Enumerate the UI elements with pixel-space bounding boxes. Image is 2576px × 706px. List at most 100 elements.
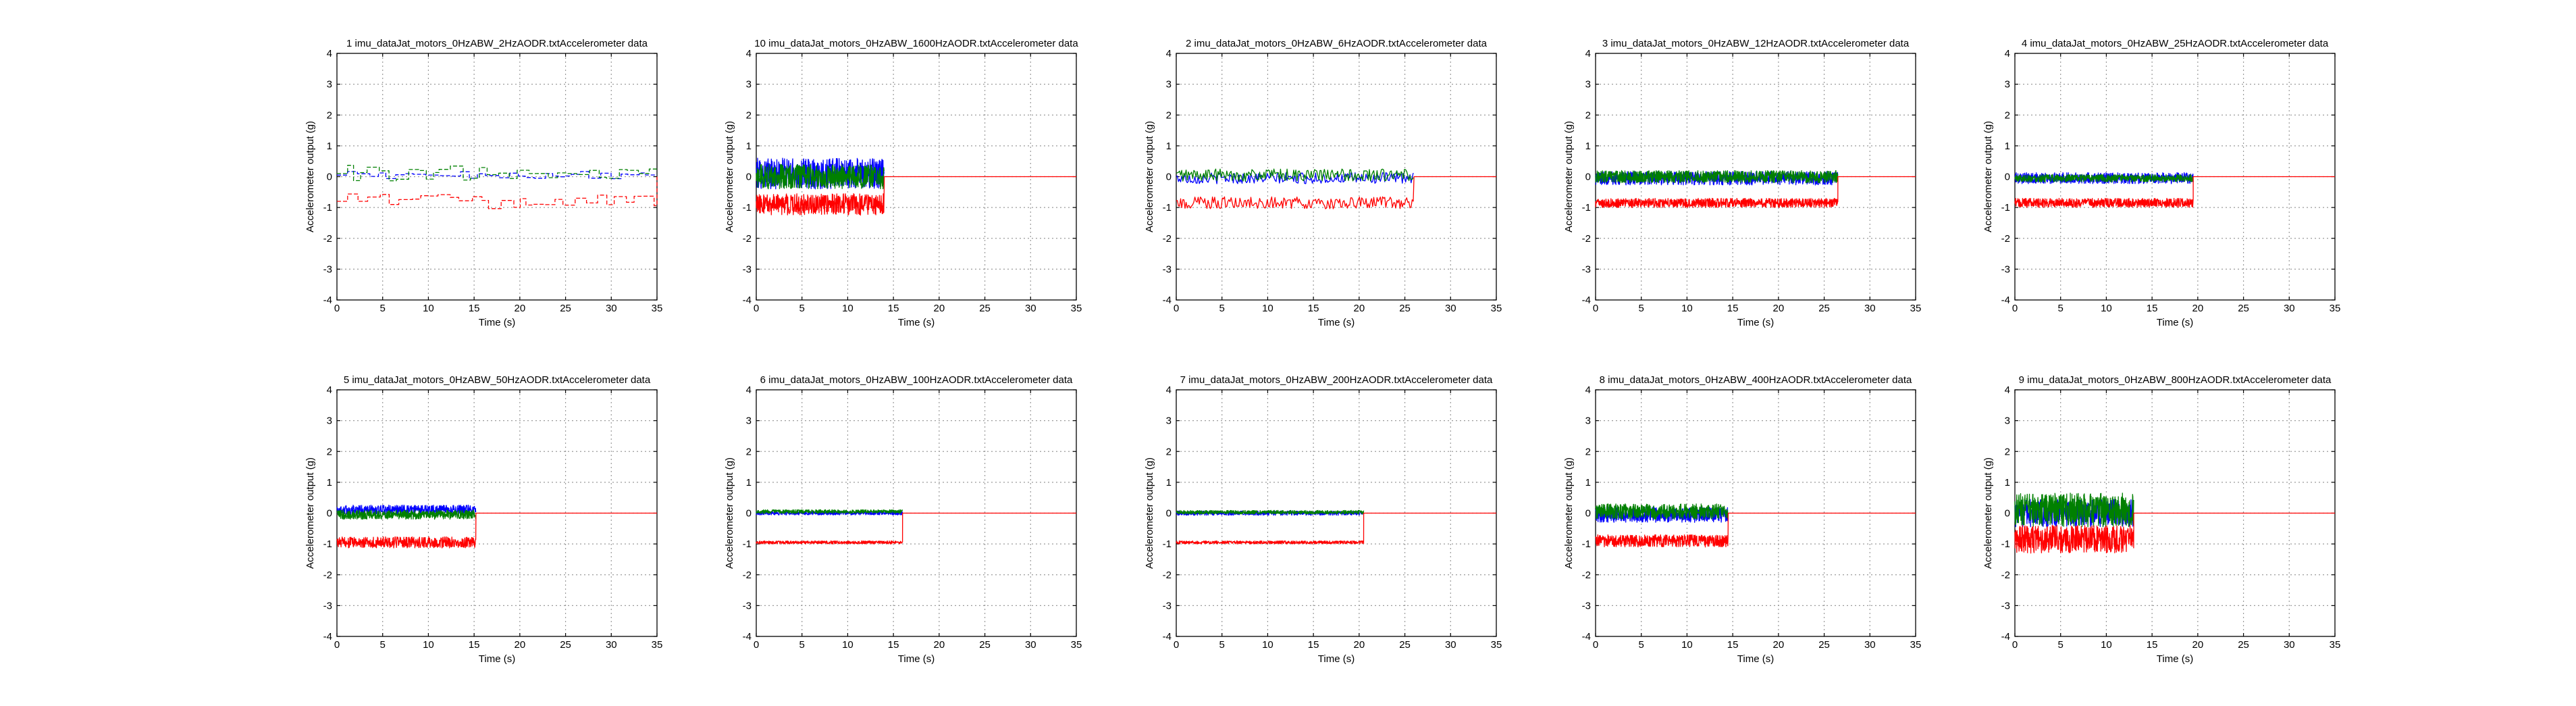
x-tick-label: 25	[1818, 303, 1830, 314]
subplot-title: 7 imu_dataJat_motors_0HzABW_200HzAODR.tx…	[1180, 374, 1493, 386]
y-tick-label: -4	[2001, 295, 2010, 306]
y-axis-label: Accelerometer output (g)	[305, 121, 316, 232]
x-tick-label: 5	[380, 303, 386, 314]
y-tick-label: 2	[2005, 109, 2010, 121]
y-axis-label: Accelerometer output (g)	[1144, 121, 1155, 232]
x-tick-label: 10	[1681, 303, 1693, 314]
y-tick-label: 1	[2005, 477, 2010, 488]
x-tick-label: 25	[1399, 303, 1411, 314]
x-tick-label: 15	[888, 303, 899, 314]
x-tick-label: 0	[1174, 303, 1179, 314]
x-tick-label: 20	[934, 303, 945, 314]
y-tick-label: -3	[743, 263, 752, 275]
x-tick-label: 10	[1681, 639, 1693, 651]
subplot-title: 10 imu_dataJat_motors_0HzABW_1600HzAODR.…	[754, 38, 1078, 49]
y-tick-label: 4	[1166, 48, 1172, 59]
x-tick-label: 35	[1910, 303, 1922, 314]
x-tick-label: 10	[1262, 639, 1273, 651]
x-tick-label: 5	[2058, 303, 2064, 314]
series-trace-2	[1595, 503, 1729, 520]
x-axis-label: Time (s)	[1737, 317, 1774, 328]
y-axis-label: Accelerometer output (g)	[1563, 457, 1575, 569]
x-tick-label: 20	[1773, 639, 1785, 651]
y-tick-label: 1	[2005, 141, 2010, 152]
x-axis-label: Time (s)	[1318, 653, 1355, 665]
series-trace-3	[2014, 512, 2335, 554]
subplot-title: 6 imu_dataJat_motors_0HzABW_100HzAODR.tx…	[760, 374, 1073, 386]
y-tick-label: 3	[1585, 415, 1591, 427]
x-tick-label: 0	[334, 639, 340, 651]
y-tick-label: -3	[1163, 263, 1172, 275]
x-tick-label: 20	[515, 303, 526, 314]
y-tick-label: -4	[743, 631, 752, 642]
series-trace-1	[336, 505, 477, 515]
x-tick-label: 20	[2192, 639, 2204, 651]
x-tick-label: 35	[652, 303, 663, 314]
y-tick-label: -2	[1163, 570, 1172, 581]
x-tick-label: 5	[380, 639, 386, 651]
y-tick-label: 1	[1585, 477, 1591, 488]
y-tick-label: 0	[746, 172, 752, 183]
y-tick-label: 0	[327, 172, 332, 183]
subplot-7: 6 imu_dataJat_motors_0HzABW_100HzAODR.tx…	[724, 374, 1082, 665]
y-tick-label: 4	[746, 384, 752, 396]
y-tick-label: -4	[743, 295, 752, 306]
x-tick-label: 30	[606, 303, 617, 314]
y-axis-label: Accelerometer output (g)	[1982, 457, 1994, 569]
x-tick-label: 35	[2330, 639, 2341, 651]
series-trace-2	[2014, 493, 2134, 528]
series-trace-2	[2014, 174, 2194, 182]
y-tick-label: -4	[323, 631, 332, 642]
x-tick-label: 0	[1174, 639, 1179, 651]
x-tick-label: 5	[1639, 639, 1644, 651]
y-axis-label: Accelerometer output (g)	[1982, 121, 1994, 232]
x-tick-label: 0	[334, 303, 340, 314]
x-tick-label: 25	[1399, 639, 1411, 651]
x-tick-label: 0	[754, 639, 759, 651]
x-tick-label: 35	[652, 639, 663, 651]
y-tick-label: 4	[327, 48, 332, 59]
y-tick-label: 1	[327, 477, 332, 488]
subplot-8: 7 imu_dataJat_motors_0HzABW_200HzAODR.tx…	[1144, 374, 1502, 665]
x-axis-label: Time (s)	[2157, 317, 2193, 328]
y-axis-label: Accelerometer output (g)	[724, 457, 735, 569]
series-trace-2	[337, 165, 657, 182]
y-tick-label: -1	[1582, 538, 1591, 550]
y-tick-label: 3	[2005, 415, 2010, 427]
x-tick-label: 20	[1354, 303, 1365, 314]
y-axis-label: Accelerometer output (g)	[1563, 121, 1575, 232]
subplot-title: 2 imu_dataJat_motors_0HzABW_6HzAODR.txtA…	[1186, 38, 1488, 49]
y-tick-label: 4	[1585, 48, 1591, 59]
y-axis-label: Accelerometer output (g)	[724, 121, 735, 232]
x-tick-label: 10	[842, 639, 853, 651]
x-tick-label: 30	[2284, 303, 2295, 314]
x-tick-label: 5	[2058, 639, 2064, 651]
y-axis-label: Accelerometer output (g)	[305, 457, 316, 569]
y-tick-label: -3	[743, 600, 752, 611]
x-tick-label: 20	[515, 639, 526, 651]
x-tick-label: 35	[1071, 639, 1082, 651]
y-tick-label: 0	[1585, 172, 1591, 183]
y-tick-label: -3	[2001, 600, 2010, 611]
series-trace-1	[337, 171, 657, 180]
x-tick-label: 15	[1727, 303, 1739, 314]
subplot-title: 4 imu_dataJat_motors_0HzABW_25HzAODR.txt…	[2022, 38, 2329, 49]
subplot-5: 4 imu_dataJat_motors_0HzABW_25HzAODR.txt…	[1982, 38, 2340, 328]
y-tick-label: -2	[743, 233, 752, 245]
y-tick-label: 0	[327, 508, 332, 520]
x-tick-label: 30	[606, 639, 617, 651]
x-tick-label: 25	[979, 303, 991, 314]
y-tick-label: 3	[1166, 79, 1172, 91]
x-axis-label: Time (s)	[1318, 317, 1355, 328]
y-tick-label: -1	[323, 538, 332, 550]
y-tick-label: 0	[746, 508, 752, 520]
subplot-9: 8 imu_dataJat_motors_0HzABW_400HzAODR.tx…	[1563, 374, 1921, 665]
y-tick-label: -4	[323, 295, 332, 306]
x-tick-label: 10	[423, 303, 434, 314]
y-tick-label: -3	[1582, 263, 1591, 275]
y-tick-label: 3	[746, 415, 752, 427]
y-tick-label: -4	[1163, 631, 1172, 642]
x-axis-label: Time (s)	[479, 653, 515, 665]
x-tick-label: 0	[754, 303, 759, 314]
